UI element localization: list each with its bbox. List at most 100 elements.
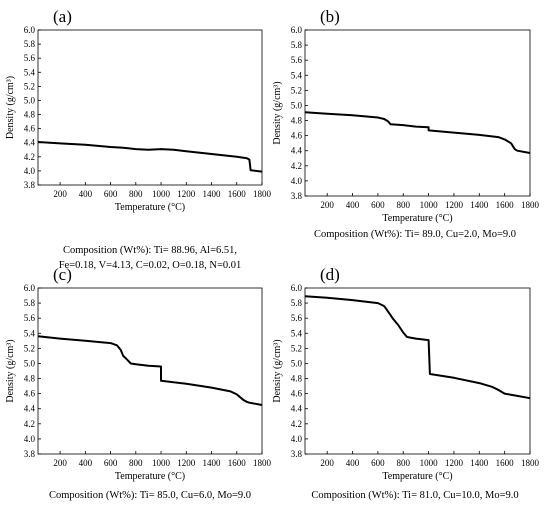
y-axis-title-a: Density (g/cm³) [5, 76, 16, 139]
y-tick-label-a-1: 4.0 [24, 166, 36, 176]
y-tick-label-d-11: 6.0 [291, 283, 303, 293]
y-tick-label-a-6: 5.0 [24, 95, 36, 105]
x-axis-title-d: Temperature (°C) [382, 471, 452, 482]
y-tick-label-a-2: 4.2 [24, 152, 35, 162]
x-tick-label-c-1: 400 [79, 458, 93, 468]
y-tick-label-c-1: 4.0 [24, 434, 36, 444]
x-tick-label-c-2: 600 [104, 458, 118, 468]
x-tick-label-c-3: 800 [129, 458, 143, 468]
y-tick-label-d-2: 4.2 [291, 419, 302, 429]
panel-label-d: (d) [320, 265, 340, 284]
x-tick-label-c-8: 1800 [253, 458, 272, 468]
caption-b: Composition (Wt%): Ti= 89.0, Cu=2.0, Mo=… [285, 227, 545, 242]
x-axis-title-a: Temperature (°C) [115, 202, 185, 213]
x-axis-title-b: Temperature (°C) [382, 213, 452, 224]
x-tick-label-c-7: 1600 [228, 458, 247, 468]
density-line-d [304, 295, 531, 400]
x-tick-label-d-2: 600 [371, 458, 385, 468]
x-tick-label-a-5: 1200 [177, 189, 196, 199]
y-tick-label-a-8: 5.4 [24, 67, 36, 77]
x-tick-label-b-5: 1200 [445, 200, 464, 210]
x-tick-label-c-0: 200 [53, 458, 67, 468]
x-tick-label-b-8: 1800 [521, 200, 540, 210]
caption-c: Composition (Wt%): Ti= 85.0, Cu=6.0, Mo=… [20, 488, 280, 503]
x-tick-label-b-2: 600 [371, 200, 385, 210]
y-tick-label-a-0: 3.8 [24, 180, 36, 190]
x-tick-label-c-6: 1400 [203, 458, 222, 468]
plot-frame-c [37, 287, 263, 455]
y-tick-label-c-2: 4.2 [24, 419, 35, 429]
y-tick-label-a-10: 5.8 [24, 39, 36, 49]
y-axis-title-d: Density (g/cm³) [272, 339, 283, 402]
y-tick-label-d-1: 4.0 [291, 434, 303, 444]
x-tick-label-d-7: 1600 [496, 458, 515, 468]
x-tick-label-c-4: 1000 [152, 458, 171, 468]
x-tick-label-a-2: 600 [104, 189, 118, 199]
y-tick-label-d-7: 5.2 [291, 343, 302, 353]
y-tick-label-d-9: 5.6 [291, 313, 303, 323]
panel-label-b: (b) [320, 7, 340, 26]
x-tick-label-a-3: 800 [129, 189, 143, 199]
y-tick-label-c-5: 4.8 [24, 374, 36, 384]
x-tick-label-b-3: 800 [396, 200, 410, 210]
x-tick-label-b-0: 200 [320, 200, 334, 210]
y-tick-label-b-3: 4.4 [291, 146, 303, 156]
caption-a: Composition (Wt%): Ti= 88.96, Al=6.51, F… [20, 243, 280, 273]
x-tick-label-d-5: 1200 [445, 458, 464, 468]
density-line-b [304, 111, 531, 154]
panel-label-c: (c) [53, 265, 72, 284]
caption-a-line-1: Composition (Wt%): Ti= 88.96, Al=6.51, [62, 245, 238, 256]
x-tick-label-a-0: 200 [53, 189, 67, 199]
y-tick-label-a-5: 4.8 [24, 110, 36, 120]
density-line-c [37, 335, 263, 406]
x-tick-label-b-1: 400 [346, 200, 360, 210]
y-tick-label-b-11: 6.0 [291, 25, 303, 35]
x-tick-label-d-3: 800 [396, 458, 410, 468]
x-tick-label-a-4: 1000 [152, 189, 171, 199]
density-line-a [37, 141, 263, 173]
x-tick-label-a-8: 1800 [253, 189, 272, 199]
y-axis-title-b: Density (g/cm³) [272, 81, 283, 144]
y-tick-label-a-11: 6.0 [24, 25, 36, 35]
y-tick-label-d-8: 5.4 [291, 328, 303, 338]
y-tick-label-a-9: 5.6 [24, 53, 36, 63]
y-tick-label-b-5: 4.8 [291, 116, 303, 126]
caption-a-line-2: Fe=0.18, V=4.13, C=0.02, O=0.18, N=0.01 [58, 260, 242, 271]
x-tick-label-c-5: 1200 [177, 458, 196, 468]
caption-b-line-1: Composition (Wt%): Ti= 89.0, Cu=2.0, Mo=… [313, 229, 517, 240]
x-tick-label-a-1: 400 [79, 189, 93, 199]
y-tick-label-b-8: 5.4 [291, 70, 303, 80]
y-tick-label-c-11: 6.0 [24, 283, 36, 293]
y-tick-label-c-6: 5.0 [24, 358, 36, 368]
chart-panel-c: 200 400 600 800 1000 1200 1400 1600 1800 3.8 4.0 4.… [5, 265, 272, 482]
x-axis-title-c: Temperature (°C) [115, 471, 185, 482]
x-tick-label-d-8: 1800 [521, 458, 540, 468]
caption-d-line-1: Composition (Wt%): Ti= 81.0, Cu=10.0, Mo… [311, 490, 519, 501]
y-tick-label-a-4: 4.6 [24, 124, 36, 134]
chart-panel-d: 200 400 600 800 1000 1200 1400 1600 1800 3.8 4.0 4.… [272, 265, 540, 482]
x-tick-label-d-1: 400 [346, 458, 360, 468]
panel-label-a: (a) [53, 7, 72, 26]
y-tick-label-a-3: 4.4 [24, 138, 36, 148]
chart-panel-b: 200 400 600 800 1000 1200 1400 1600 1800 3.8 4.0 4.… [272, 7, 540, 224]
x-tick-label-d-0: 200 [320, 458, 334, 468]
y-tick-label-d-10: 5.8 [291, 298, 303, 308]
x-tick-label-d-6: 1400 [470, 458, 489, 468]
plot-frame-a [37, 29, 263, 186]
y-tick-label-a-7: 5.2 [24, 81, 35, 91]
y-tick-label-b-1: 4.0 [291, 176, 303, 186]
chart-panel-a: 200 400 600 800 1000 1200 1400 1600 1800 3.8 4.0 4.… [5, 7, 272, 213]
x-tick-label-b-6: 1400 [470, 200, 489, 210]
y-axis-title-c: Density (g/cm³) [5, 339, 16, 402]
x-tick-label-d-4: 1000 [420, 458, 439, 468]
y-tick-label-c-3: 4.4 [24, 404, 36, 414]
y-tick-label-b-2: 4.2 [291, 161, 302, 171]
y-tick-label-c-8: 5.4 [24, 328, 36, 338]
y-tick-label-d-6: 5.0 [291, 358, 303, 368]
y-tick-label-c-10: 5.8 [24, 298, 36, 308]
x-tick-label-b-4: 1000 [420, 200, 439, 210]
caption-d: Composition (Wt%): Ti= 81.0, Cu=10.0, Mo… [285, 488, 545, 503]
x-tick-label-a-6: 1400 [203, 189, 222, 199]
y-tick-label-b-4: 4.6 [291, 131, 303, 141]
y-tick-label-d-0: 3.8 [291, 449, 303, 459]
